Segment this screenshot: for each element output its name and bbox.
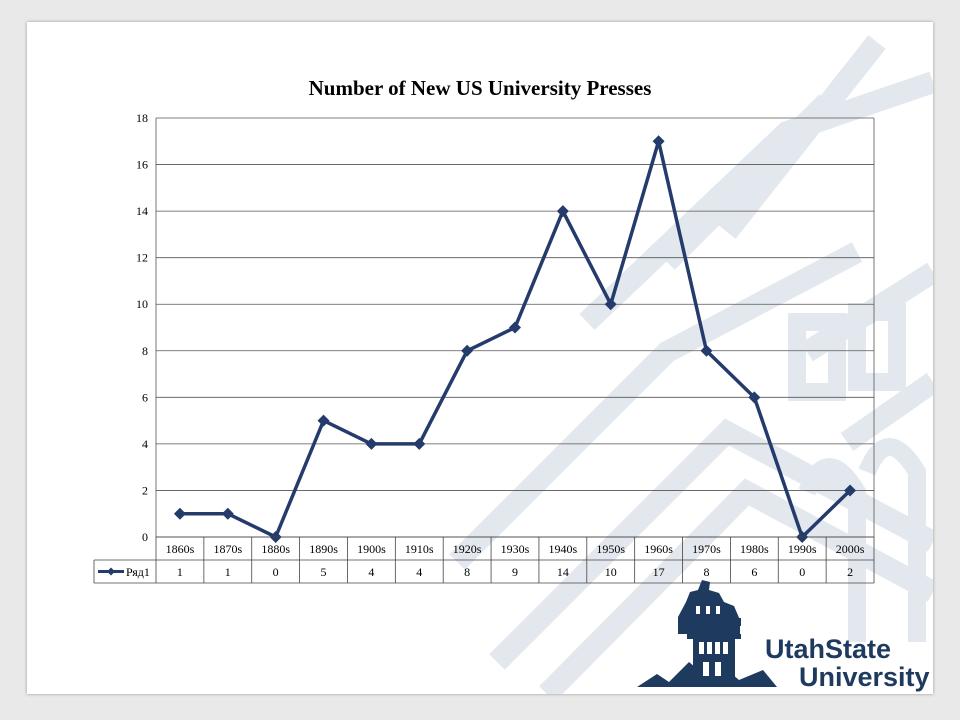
category-label: 1940s [549,542,578,556]
y-tick-label: 8 [142,344,148,358]
data-point [700,344,713,357]
data-point [413,437,426,450]
data-point [604,298,617,311]
data-label: 1 [225,565,231,579]
data-point [221,507,234,520]
y-tick-label: 12 [136,251,148,265]
data-point [748,391,761,404]
chart-title: Number of New US University Presses [309,76,652,100]
data-label: 10 [605,565,617,579]
category-label: 1890s [309,542,338,556]
data-point [652,135,665,148]
category-label: 1970s [692,542,721,556]
data-label: 5 [321,565,327,579]
logo-line-1: UtahState [765,634,891,664]
data-point [844,484,857,497]
category-label: 1930s [501,542,530,556]
y-tick-label: 0 [142,530,148,544]
legend-marker [107,567,115,576]
slide: Number of New US University Presses 0 2 4 6… [27,22,933,694]
data-label: 9 [512,565,518,579]
category-label: 1870s [213,542,242,556]
category-label: 1960s [644,542,673,556]
chart: Number of New US University Presses 0 2 4 6… [93,76,875,584]
data-label: 4 [416,565,422,579]
y-tick-label: 18 [136,111,148,125]
y-tick-label: 2 [142,483,148,497]
category-label: 1950s [596,542,625,556]
data-point [365,437,378,450]
category-label: 1900s [357,542,386,556]
y-tick-label: 10 [136,297,148,311]
data-label: 14 [557,565,569,579]
data-label: 2 [847,565,853,579]
usu-logo: UtahState University [637,580,930,692]
y-tick-label: 6 [142,390,148,404]
data-point [556,205,569,218]
data-label: 6 [751,565,757,579]
data-label: 0 [799,565,805,579]
y-tick-label: 14 [136,204,148,218]
data-point [509,321,521,334]
data-label: 1 [177,565,183,579]
data-point [317,414,330,427]
y-tick-label: 16 [136,158,148,172]
legend-label: Ряд1 [126,565,150,579]
category-label: 1880s [261,542,290,556]
category-label: 1910s [405,542,434,556]
data-label: 4 [368,565,374,579]
data-point [461,344,474,357]
data-label: 0 [273,565,279,579]
category-label: 2000s [836,542,865,556]
data-label: 8 [464,565,470,579]
category-label: 1860s [166,542,195,556]
y-tick-label: 4 [142,437,148,451]
data-label: 17 [653,565,665,579]
category-label: 1980s [740,542,769,556]
watermark-graphic [449,35,933,694]
category-label: 1920s [453,542,482,556]
logo-line-2: University [799,662,930,692]
data-point [173,507,186,520]
data-label: 8 [703,565,709,579]
category-label: 1990s [788,542,817,556]
